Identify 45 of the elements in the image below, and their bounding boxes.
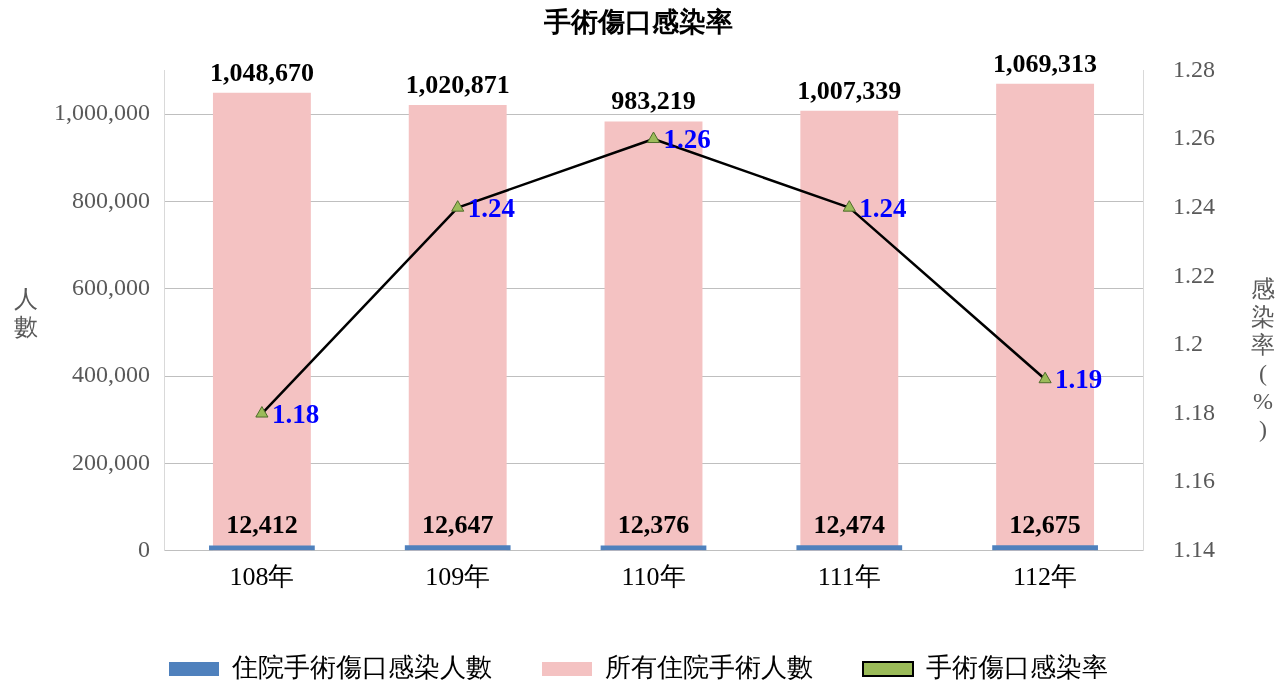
legend-label: 住院手術傷口感染人數 bbox=[231, 652, 492, 682]
y2-tick-label: 1.16 bbox=[1173, 467, 1215, 494]
data-label: 1,048,670 bbox=[209, 57, 314, 87]
legend-label: 所有住院手術人數 bbox=[605, 652, 813, 682]
data-label: 12,647 bbox=[421, 510, 494, 539]
data-label: 1.26 bbox=[663, 124, 711, 154]
data-label: 12,474 bbox=[813, 510, 886, 540]
data-label: 1,007,339 bbox=[797, 75, 902, 105]
y2-tick-label: 1.22 bbox=[1173, 261, 1215, 288]
x-tick-label: 112年 bbox=[1013, 562, 1078, 592]
y2-tick-label: 1.26 bbox=[1173, 124, 1215, 151]
x-tick-label: 111年 bbox=[817, 562, 881, 592]
bar bbox=[992, 545, 1098, 551]
y-tick-label: 1,000,000 bbox=[54, 99, 150, 126]
x-tick-label: 110年 bbox=[621, 562, 686, 592]
data-label: 983,219 bbox=[611, 86, 696, 116]
y-tick-label: 400,000 bbox=[72, 361, 150, 388]
y2-tick-label: 1.14 bbox=[1173, 536, 1215, 563]
bar bbox=[209, 545, 315, 551]
data-label: 1.18 bbox=[271, 398, 320, 429]
bar bbox=[404, 545, 511, 551]
bar bbox=[600, 545, 707, 551]
chart-title: 手術傷口感染率 bbox=[543, 7, 733, 38]
y-tick-label: 600,000 bbox=[72, 274, 150, 301]
y-tick-label: 0 bbox=[138, 536, 150, 563]
legend-label: 手術傷口感染率 bbox=[926, 652, 1108, 682]
bar bbox=[796, 545, 903, 551]
data-label: 1,069,313 bbox=[993, 48, 1098, 78]
y-tick-label: 200,000 bbox=[72, 448, 150, 475]
data-label: 1.24 bbox=[467, 192, 515, 223]
y2-tick-label: 1.2 bbox=[1173, 330, 1203, 357]
y2-tick-label: 1.24 bbox=[1173, 192, 1215, 219]
data-label: 1.19 bbox=[1055, 364, 1103, 395]
x-tick-label: 109年 bbox=[425, 562, 491, 592]
data-label: 12,376 bbox=[617, 510, 690, 540]
data-label: 1,020,871 bbox=[405, 69, 510, 99]
data-label: 12,675 bbox=[1009, 509, 1081, 539]
data-label: 1.24 bbox=[859, 192, 907, 223]
y2-tick-label: 1.18 bbox=[1173, 398, 1215, 425]
data-label: 12,412 bbox=[226, 510, 298, 540]
y2-axis-title: 感染率(%) bbox=[1250, 275, 1276, 443]
y-tick-label: 800,000 bbox=[72, 186, 150, 213]
x-tick-label: 108年 bbox=[229, 562, 295, 592]
y2-tick-label: 1.28 bbox=[1173, 55, 1215, 82]
y-axis-title: 人數 bbox=[13, 285, 39, 341]
